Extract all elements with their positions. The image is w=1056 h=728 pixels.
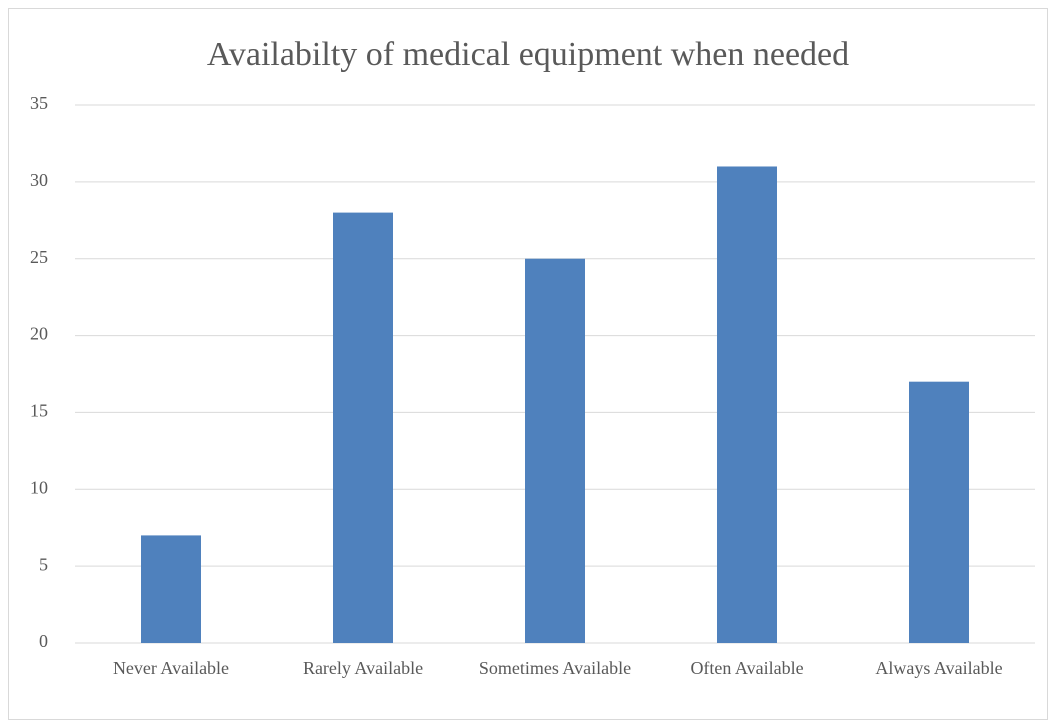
- bar: [525, 258, 585, 643]
- y-tick-label: 30: [30, 170, 48, 190]
- y-tick-label: 0: [39, 631, 48, 651]
- bar: [141, 535, 201, 643]
- x-tick-label: Always Available: [875, 658, 1003, 678]
- x-tick-label: Rarely Available: [302, 658, 424, 678]
- y-tick-label: 25: [30, 247, 48, 267]
- x-tick-label: Sometimes Available: [478, 658, 632, 678]
- y-tick-label: 20: [30, 324, 48, 344]
- y-tick-label: 10: [30, 477, 48, 497]
- bar: [717, 166, 777, 643]
- bar: [909, 381, 969, 643]
- x-tick-label: Often Available: [690, 658, 804, 678]
- chart-title: Availabilty of medical equipment when ne…: [207, 36, 849, 73]
- y-tick-label: 35: [30, 93, 48, 113]
- bar: [333, 212, 393, 643]
- y-tick-label: 5: [39, 554, 48, 574]
- x-tick-label: Never Available: [112, 658, 230, 678]
- y-tick-label: 15: [30, 401, 48, 421]
